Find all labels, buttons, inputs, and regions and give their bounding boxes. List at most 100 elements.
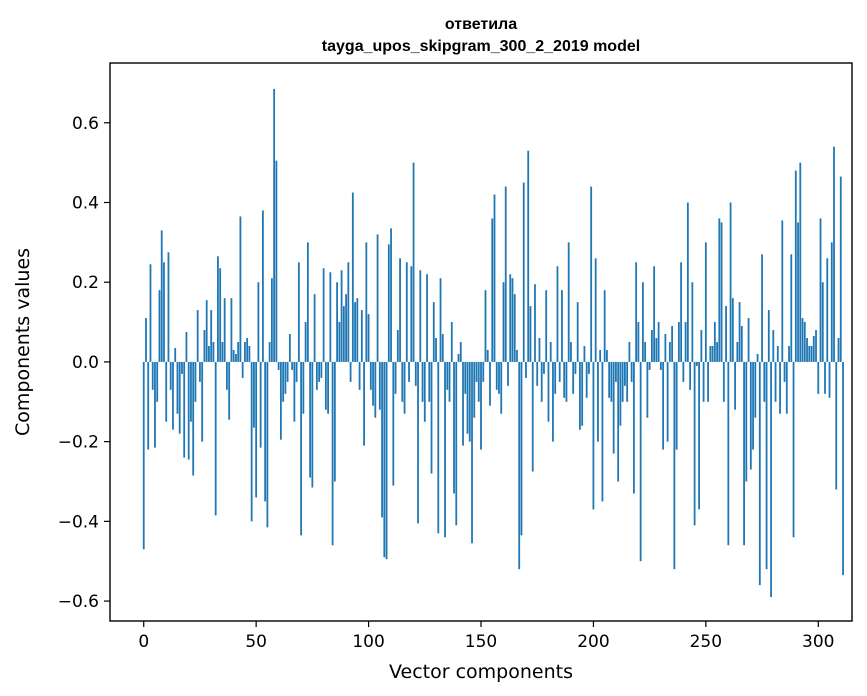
bar <box>423 361 426 422</box>
bar <box>698 361 700 510</box>
bar <box>396 330 399 362</box>
bar <box>664 334 667 362</box>
bar <box>493 194 496 362</box>
bar <box>781 220 784 362</box>
bar <box>716 342 718 362</box>
bar <box>154 361 156 448</box>
bar <box>745 361 748 482</box>
bar <box>480 361 482 450</box>
bar <box>790 254 793 362</box>
bar <box>241 361 244 378</box>
bar <box>255 361 258 498</box>
bar <box>633 361 635 494</box>
bar <box>158 290 161 362</box>
bar <box>783 361 786 382</box>
y-axis-label: Components values <box>12 248 34 436</box>
bar <box>291 361 294 370</box>
x-tick-label: 0 <box>138 632 149 652</box>
y-tick-label: 0.4 <box>72 194 99 214</box>
bar <box>145 318 147 362</box>
bar <box>412 162 415 362</box>
bar <box>466 361 469 434</box>
y-tick-label: 0.6 <box>72 114 99 134</box>
bar <box>691 282 694 362</box>
bar <box>579 361 581 430</box>
x-axis-label: Vector components <box>389 661 573 683</box>
bar <box>740 326 743 362</box>
bar <box>257 282 260 362</box>
bar <box>639 361 642 562</box>
bar <box>646 361 649 418</box>
bar <box>147 361 150 450</box>
bar <box>390 228 392 362</box>
bar <box>399 258 401 362</box>
bar <box>749 361 752 470</box>
bar <box>401 361 404 402</box>
bar <box>839 176 842 362</box>
bar <box>324 361 327 410</box>
bar <box>349 361 352 382</box>
bar <box>516 349 518 362</box>
bar <box>221 342 224 362</box>
bar <box>617 361 620 482</box>
y-tick-label: 0.0 <box>72 353 99 373</box>
bar <box>720 222 723 362</box>
bar <box>142 361 145 550</box>
bar <box>286 361 289 382</box>
bar <box>599 349 602 362</box>
bar <box>358 361 361 390</box>
bar <box>333 361 336 482</box>
bar <box>626 361 629 402</box>
bar <box>284 361 287 394</box>
bar <box>235 353 237 362</box>
bar <box>547 361 550 422</box>
bar <box>378 361 381 410</box>
bar <box>774 361 777 402</box>
bar <box>812 336 815 362</box>
bar <box>315 361 318 390</box>
bar <box>630 361 633 382</box>
bar <box>808 345 811 362</box>
bar <box>385 361 388 560</box>
bar <box>439 278 442 362</box>
bar <box>799 162 802 362</box>
bar <box>779 361 781 414</box>
bar <box>734 361 736 410</box>
y-tick-label: 0.2 <box>72 273 99 293</box>
bar <box>264 361 267 502</box>
bar <box>567 242 570 362</box>
bar <box>725 306 727 362</box>
bar <box>403 361 406 414</box>
bar <box>277 361 280 370</box>
bar <box>590 186 593 362</box>
bar <box>572 361 575 394</box>
bar <box>621 361 624 402</box>
bar <box>201 361 204 442</box>
bar <box>273 88 276 362</box>
bar <box>306 242 309 362</box>
x-axis-ticks: 0 50 100 150 200 250 300 <box>138 621 834 652</box>
bar <box>183 361 186 458</box>
x-tick-label: 100 <box>352 632 384 652</box>
bar <box>459 342 462 362</box>
bar <box>668 342 671 362</box>
bar <box>583 345 586 362</box>
bar <box>500 361 503 414</box>
bar <box>414 361 417 386</box>
bar <box>365 242 368 362</box>
bar <box>468 361 471 442</box>
x-tick-label: 250 <box>690 632 722 652</box>
bar <box>702 361 705 402</box>
bar <box>342 306 345 362</box>
bar <box>300 361 303 536</box>
bar <box>637 322 640 362</box>
y-tick-label: −0.2 <box>58 433 99 453</box>
bar <box>776 345 779 362</box>
bar <box>531 361 534 472</box>
bar <box>752 361 754 450</box>
bar <box>372 361 374 406</box>
bar <box>322 268 325 362</box>
bar <box>230 298 233 362</box>
bar <box>835 361 838 490</box>
bar <box>794 170 797 362</box>
